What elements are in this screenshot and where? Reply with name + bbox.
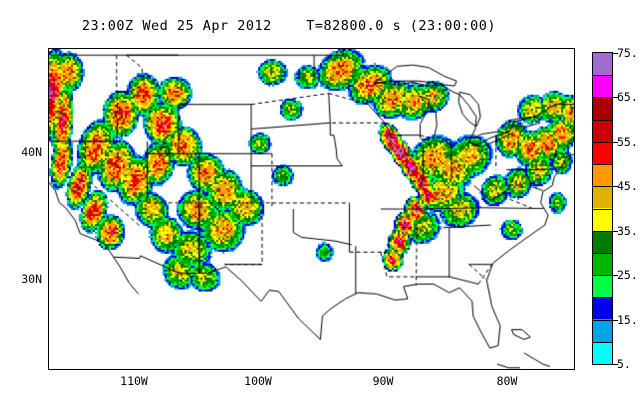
colorbar-tick bbox=[613, 275, 618, 277]
colorbar-separator bbox=[592, 319, 613, 321]
y-axis-label-40n: 40N bbox=[21, 145, 42, 159]
x-axis-label-100w: 100W bbox=[244, 374, 272, 388]
colorbar-segment bbox=[593, 275, 612, 298]
colorbar-tick bbox=[613, 141, 618, 143]
colorbar-separator bbox=[592, 208, 613, 210]
colorbar-tick-label: 5. bbox=[617, 357, 631, 371]
colorbar-tick bbox=[613, 97, 618, 99]
colorbar-segment bbox=[593, 341, 612, 364]
colorbar-tick bbox=[613, 230, 618, 232]
colorbar-tick-label: 65. bbox=[617, 90, 638, 105]
colorbar-separator bbox=[592, 141, 613, 143]
colorbar-segment bbox=[593, 164, 612, 187]
colorbar-separator bbox=[592, 164, 613, 166]
colorbar-separator bbox=[592, 230, 613, 232]
colorbar-separator bbox=[592, 119, 613, 121]
colorbar-separator bbox=[592, 275, 613, 277]
x-axis-label-110w: 110W bbox=[120, 374, 148, 388]
colorbar-tick-label: 75. bbox=[617, 46, 638, 60]
colorbar-separator bbox=[592, 75, 613, 77]
colorbar-separator bbox=[592, 341, 613, 343]
colorbar-tick bbox=[613, 53, 618, 54]
colorbar-segment bbox=[593, 230, 612, 253]
colorbar-tick bbox=[613, 319, 618, 321]
page-title: 23:00Z Wed 25 Apr 2012 T=82800.0 s (23:0… bbox=[81, 18, 497, 34]
x-axis-label-80w: 80W bbox=[496, 374, 518, 388]
colorbar-segment bbox=[593, 319, 612, 342]
colorbar-tick-label: 35. bbox=[617, 223, 638, 238]
colorbar-separator bbox=[592, 297, 613, 299]
colorbar-segment bbox=[593, 141, 612, 165]
colorbar-separator bbox=[592, 97, 613, 99]
colorbar-tick bbox=[613, 186, 618, 188]
radar-reflectivity-map[interactable] bbox=[49, 49, 574, 369]
colorbar-tick-label: 55. bbox=[617, 134, 638, 149]
colorbar-segment bbox=[593, 75, 612, 98]
reflectivity-colorbar bbox=[592, 52, 613, 365]
x-axis-label-90w: 90W bbox=[372, 374, 394, 388]
y-axis-label-30n: 30N bbox=[21, 272, 42, 286]
colorbar-tick-label: 15. bbox=[617, 312, 638, 327]
colorbar-separator bbox=[592, 252, 613, 254]
map-frame[interactable] bbox=[48, 48, 575, 370]
colorbar-segment bbox=[593, 208, 612, 231]
colorbar-tick bbox=[613, 364, 618, 365]
colorbar-tick-label: 45. bbox=[617, 179, 638, 194]
colorbar-segment bbox=[593, 53, 612, 76]
colorbar-segment bbox=[593, 252, 612, 276]
colorbar-segment bbox=[593, 97, 612, 120]
colorbar-separator bbox=[592, 186, 613, 188]
colorbar-segment bbox=[593, 186, 612, 209]
colorbar-segment bbox=[593, 119, 612, 142]
colorbar-tick-label: 25. bbox=[617, 268, 638, 283]
colorbar-segment bbox=[593, 297, 612, 320]
